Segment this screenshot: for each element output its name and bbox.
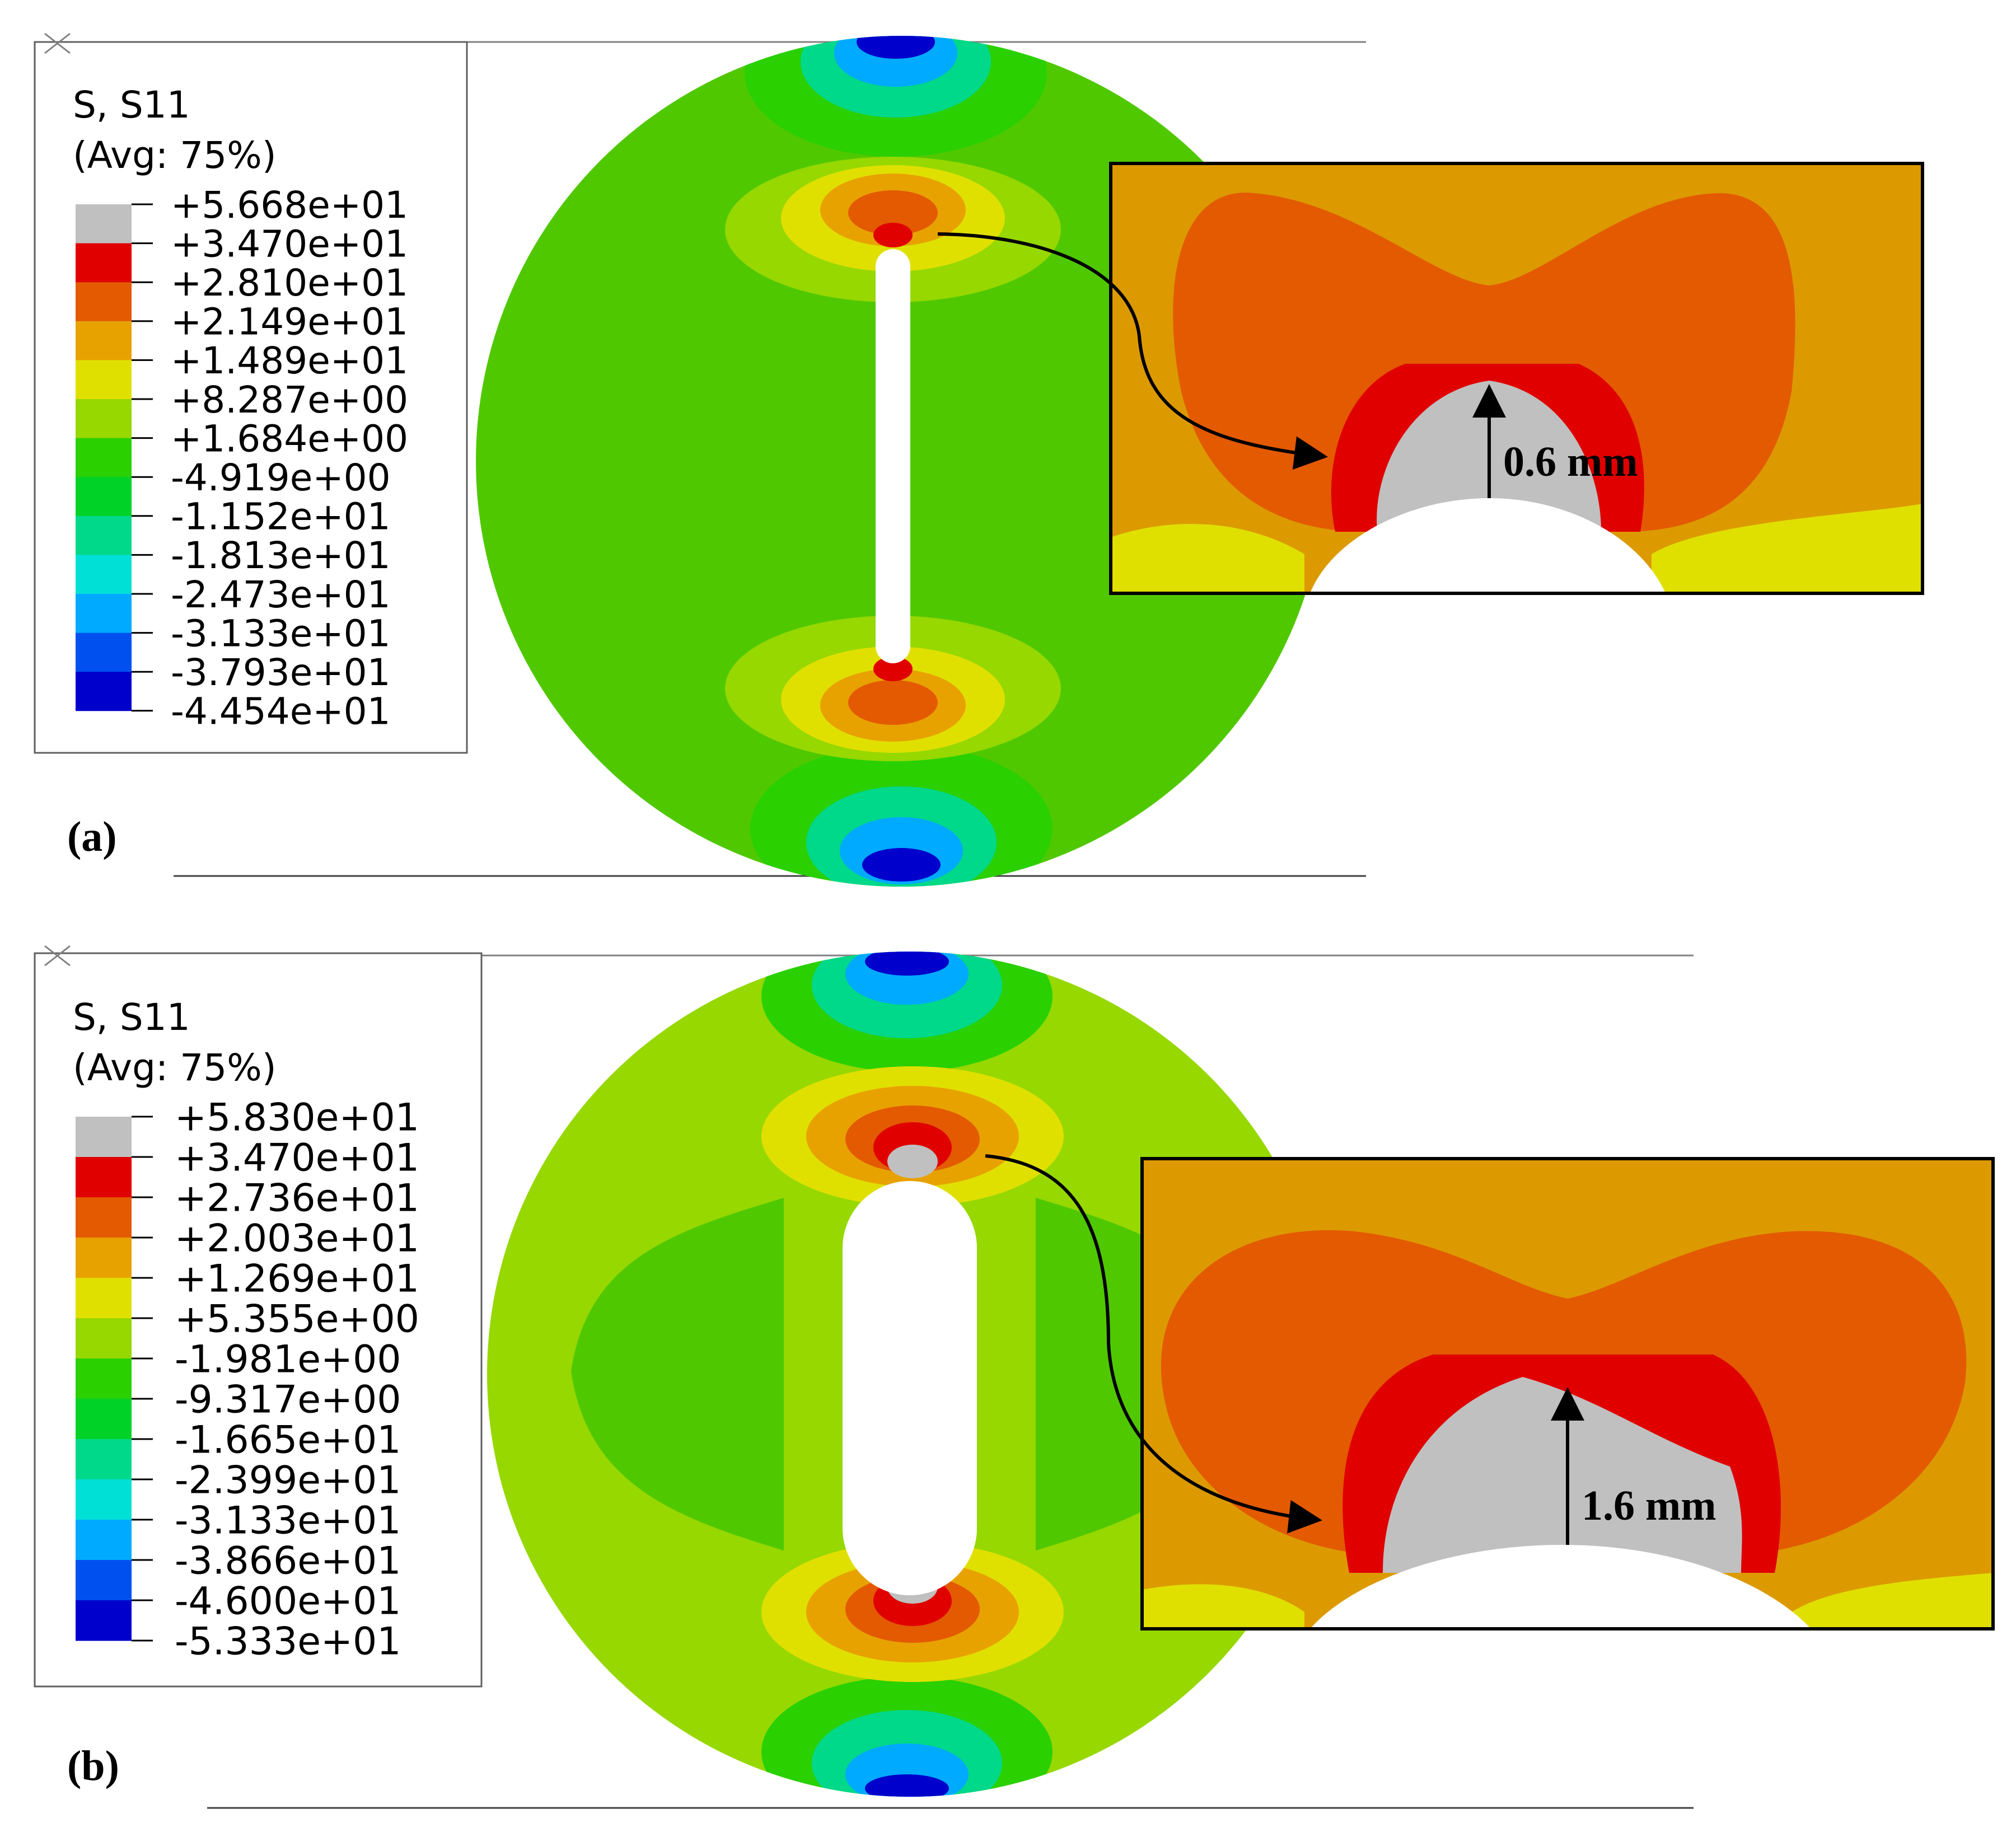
legend-value: +2.810e+01 bbox=[171, 261, 408, 304]
legend-value: -3.133e+01 bbox=[175, 1498, 401, 1543]
legend-band bbox=[76, 438, 132, 477]
legend-a: S, S11 (Avg: 75%) +5.668e+01+3.470e+01+2… bbox=[34, 32, 468, 754]
legend-ticks bbox=[132, 203, 153, 712]
legend-band bbox=[76, 516, 132, 555]
legend-value: -3.793e+01 bbox=[171, 651, 391, 694]
legend-color-bar bbox=[76, 1117, 132, 1641]
legend-value: +2.003e+01 bbox=[175, 1216, 419, 1261]
legend-band bbox=[76, 1157, 132, 1198]
legend-value: -9.317e+00 bbox=[175, 1377, 401, 1422]
legend-subtitle: (Avg: 75%) bbox=[73, 134, 277, 177]
legend-band bbox=[76, 672, 132, 711]
legend-value: -3.133e+01 bbox=[171, 612, 391, 655]
stress-disk bbox=[487, 952, 1332, 1797]
inset-a: 0.6 mm bbox=[1109, 162, 1924, 595]
inset-dimension-label: 0.6 mm bbox=[1503, 438, 1638, 485]
slot-hole bbox=[843, 1181, 977, 1595]
legend-value: -4.919e+00 bbox=[171, 456, 391, 499]
legend-value: -1.152e+01 bbox=[171, 495, 391, 538]
legend-band bbox=[76, 555, 132, 594]
legend-band bbox=[76, 204, 132, 244]
legend-ticks bbox=[132, 1116, 153, 1642]
legend-band bbox=[76, 360, 132, 400]
inset-b: 1.6 mm bbox=[1140, 1157, 1995, 1630]
legend-value: +8.287e+00 bbox=[171, 378, 408, 421]
legend-value: +2.736e+01 bbox=[175, 1176, 419, 1220]
panel-label: (b) bbox=[67, 1742, 119, 1789]
legend-band bbox=[76, 1399, 132, 1440]
legend-value: +5.830e+01 bbox=[175, 1095, 419, 1140]
legend-band bbox=[76, 1278, 132, 1319]
legend-value: +5.355e+00 bbox=[175, 1297, 419, 1341]
legend-band bbox=[76, 632, 132, 672]
legend-band bbox=[76, 1117, 132, 1158]
legend-band bbox=[76, 1238, 132, 1278]
slot-hole bbox=[876, 249, 910, 663]
legend-band bbox=[76, 1439, 132, 1480]
legend-value: +3.470e+01 bbox=[175, 1136, 419, 1180]
legend-band bbox=[76, 243, 132, 283]
legend-value: -2.473e+01 bbox=[171, 573, 391, 616]
legend-value: -3.866e+01 bbox=[175, 1539, 401, 1583]
legend-band bbox=[76, 1600, 132, 1641]
legend-values: +5.668e+01+3.470e+01+2.810e+01+2.149e+01… bbox=[171, 184, 408, 733]
callout-arrow bbox=[937, 232, 1328, 470]
legend-title: S, S11 bbox=[73, 83, 190, 126]
legend-band bbox=[76, 594, 132, 634]
legend-band bbox=[76, 282, 132, 322]
inset-dimension-label: 1.6 mm bbox=[1582, 1482, 1716, 1529]
legend-band bbox=[76, 1560, 132, 1601]
legend-value: +3.470e+01 bbox=[171, 222, 408, 265]
legend-title: S, S11 bbox=[73, 996, 190, 1039]
stress-disk bbox=[476, 36, 1327, 887]
legend-band bbox=[76, 321, 132, 360]
legend-value: +2.149e+01 bbox=[171, 301, 408, 344]
legend-value: -1.981e+00 bbox=[175, 1337, 401, 1381]
panel-label: (a) bbox=[67, 813, 117, 860]
legend-value: -2.399e+01 bbox=[175, 1458, 401, 1502]
legend-band bbox=[76, 477, 132, 517]
legend-band bbox=[76, 1520, 132, 1561]
legend-value: -4.454e+01 bbox=[171, 690, 391, 733]
legend-band bbox=[76, 1197, 132, 1238]
legend-value: -5.333e+01 bbox=[175, 1619, 401, 1664]
legend-color-bar bbox=[76, 204, 132, 711]
legend-value: -1.665e+01 bbox=[175, 1418, 401, 1462]
legend-band bbox=[76, 1479, 132, 1520]
panel-b: S, S11 (Avg: 75%) +5.830e+01+3.470e+01+2… bbox=[34, 945, 1995, 1809]
legend-band bbox=[76, 399, 132, 439]
legend-band bbox=[76, 1318, 132, 1359]
callout-arrow bbox=[985, 1154, 1322, 1534]
legend-band bbox=[76, 1358, 132, 1399]
legend-value: -1.813e+01 bbox=[171, 534, 391, 577]
legend-b: S, S11 (Avg: 75%) +5.830e+01+3.470e+01+2… bbox=[34, 945, 483, 1688]
legend-value: -4.600e+01 bbox=[175, 1579, 401, 1623]
legend-value: +5.668e+01 bbox=[171, 184, 408, 227]
legend-value: +1.684e+00 bbox=[171, 417, 408, 460]
legend-value: +1.269e+01 bbox=[175, 1257, 419, 1301]
legend-subtitle: (Avg: 75%) bbox=[73, 1046, 277, 1089]
panel-a: S, S11 (Avg: 75%) +5.668e+01+3.470e+01+2… bbox=[34, 32, 1924, 887]
legend-value: +1.489e+01 bbox=[171, 339, 408, 382]
legend-values: +5.830e+01+3.470e+01+2.736e+01+2.003e+01… bbox=[175, 1095, 419, 1664]
